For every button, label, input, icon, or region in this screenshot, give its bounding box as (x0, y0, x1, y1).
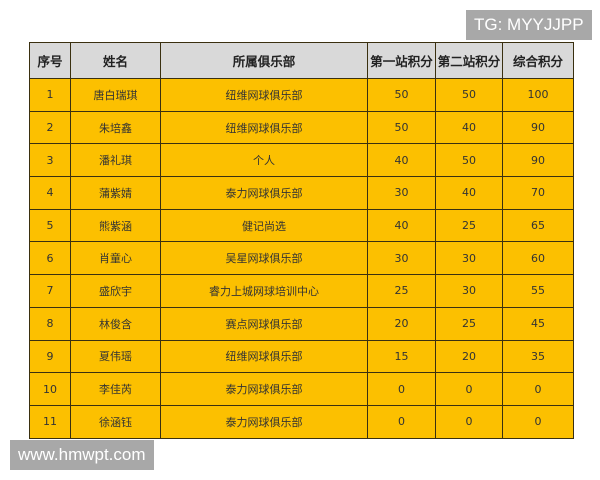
cell-col-club: 健记尚选 (160, 208, 368, 243)
watermark-top: TG: MYYJJPP (466, 10, 592, 40)
cell-col-total: 65 (502, 208, 574, 243)
cell-col-club: 赛点网球俱乐部 (160, 306, 368, 341)
cell-col-stage1: 25 (367, 274, 436, 308)
table-row: 10 李佳芮 泰力网球俱乐部 0 0 0 (29, 372, 574, 406)
cell-col-index: 3 (29, 143, 71, 178)
cell-col-stage1: 30 (367, 176, 436, 210)
cell-col-stage2: 30 (435, 274, 503, 308)
cell-col-name: 肖童心 (70, 241, 161, 276)
table-row: 4 蒲紫婧 泰力网球俱乐部 30 40 70 (29, 176, 574, 210)
cell-col-stage2: 0 (435, 372, 503, 406)
table-row: 9 夏伟瑶 纽维网球俱乐部 15 20 35 (29, 339, 574, 374)
table-row: 5 熊紫涵 健记尚选 40 25 65 (29, 208, 574, 243)
cell-col-total: 60 (502, 241, 574, 276)
cell-col-stage1: 30 (367, 241, 436, 276)
cell-col-stage2: 50 (435, 78, 503, 112)
cell-col-club: 个人 (160, 143, 368, 178)
cell-col-stage2: 25 (435, 208, 503, 243)
cell-col-stage1: 15 (367, 339, 436, 374)
ranking-table: 序号 姓名 所属俱乐部 第一站积分 第二站积分 综合积分 1 唐白瑞琪 纽维网球俱乐部 50 50… (29, 42, 574, 439)
cell-col-club: 纽维网球俱乐部 (160, 339, 368, 374)
table-row: 1 唐白瑞琪 纽维网球俱乐部 50 50 100 (29, 78, 574, 112)
cell-col-stage1: 50 (367, 78, 436, 112)
cell-col-total: 70 (502, 176, 574, 210)
cell-col-total: 90 (502, 110, 574, 145)
table-row: 11 徐涵钰 泰力网球俱乐部 0 0 0 (29, 404, 574, 439)
cell-col-name: 唐白瑞琪 (70, 78, 161, 112)
cell-col-club: 泰力网球俱乐部 (160, 372, 368, 406)
cell-col-stage2: 30 (435, 241, 503, 276)
header-col-club: 所属俱乐部 (160, 42, 368, 79)
cell-col-name: 蒲紫婧 (70, 176, 161, 210)
cell-col-name: 熊紫涵 (70, 208, 161, 243)
cell-col-total: 45 (502, 306, 574, 341)
cell-col-index: 1 (29, 78, 71, 112)
cell-col-index: 6 (29, 241, 71, 276)
cell-col-club: 纽维网球俱乐部 (160, 78, 368, 112)
cell-col-total: 100 (502, 78, 574, 112)
cell-col-stage2: 0 (435, 404, 503, 439)
cell-col-index: 11 (29, 404, 71, 439)
cell-col-total: 35 (502, 339, 574, 374)
cell-col-index: 10 (29, 372, 71, 406)
watermark-bottom: www.hmwpt.com (10, 440, 154, 470)
cell-col-name: 夏伟瑶 (70, 339, 161, 374)
cell-col-club: 泰力网球俱乐部 (160, 404, 368, 439)
cell-col-total: 90 (502, 143, 574, 178)
table-row: 6 肖童心 吴星网球俱乐部 30 30 60 (29, 241, 574, 276)
cell-col-stage1: 20 (367, 306, 436, 341)
cell-col-stage1: 0 (367, 404, 436, 439)
cell-col-stage1: 0 (367, 372, 436, 406)
table-row: 7 盛欣宇 睿力上城网球培训中心 25 30 55 (29, 274, 574, 308)
cell-col-index: 9 (29, 339, 71, 374)
cell-col-name: 盛欣宇 (70, 274, 161, 308)
cell-col-index: 7 (29, 274, 71, 308)
cell-col-stage2: 40 (435, 176, 503, 210)
cell-col-stage2: 40 (435, 110, 503, 145)
cell-col-club: 泰力网球俱乐部 (160, 176, 368, 210)
header-col-index: 序号 (29, 42, 71, 79)
cell-col-name: 李佳芮 (70, 372, 161, 406)
cell-col-name: 潘礼琪 (70, 143, 161, 178)
cell-col-stage1: 40 (367, 143, 436, 178)
cell-col-stage2: 20 (435, 339, 503, 374)
cell-col-stage2: 25 (435, 306, 503, 341)
cell-col-total: 0 (502, 404, 574, 439)
table-row: 8 林俊含 赛点网球俱乐部 20 25 45 (29, 306, 574, 341)
cell-col-club: 吴星网球俱乐部 (160, 241, 368, 276)
header-col-name: 姓名 (70, 42, 161, 79)
table-row: 3 潘礼琪 个人 40 50 90 (29, 143, 574, 178)
cell-col-total: 55 (502, 274, 574, 308)
cell-col-index: 8 (29, 306, 71, 341)
cell-col-name: 林俊含 (70, 306, 161, 341)
table-header-row: 序号 姓名 所属俱乐部 第一站积分 第二站积分 综合积分 (29, 42, 574, 79)
header-col-total: 综合积分 (502, 42, 574, 79)
cell-col-club: 纽维网球俱乐部 (160, 110, 368, 145)
table-row: 2 朱培鑫 纽维网球俱乐部 50 40 90 (29, 110, 574, 145)
cell-col-name: 朱培鑫 (70, 110, 161, 145)
cell-col-name: 徐涵钰 (70, 404, 161, 439)
header-col-stage1: 第一站积分 (367, 42, 436, 79)
cell-col-index: 5 (29, 208, 71, 243)
cell-col-total: 0 (502, 372, 574, 406)
cell-col-club: 睿力上城网球培训中心 (160, 274, 368, 308)
cell-col-stage1: 40 (367, 208, 436, 243)
cell-col-stage2: 50 (435, 143, 503, 178)
cell-col-index: 2 (29, 110, 71, 145)
cell-col-index: 4 (29, 176, 71, 210)
cell-col-stage1: 50 (367, 110, 436, 145)
header-col-stage2: 第二站积分 (435, 42, 503, 79)
